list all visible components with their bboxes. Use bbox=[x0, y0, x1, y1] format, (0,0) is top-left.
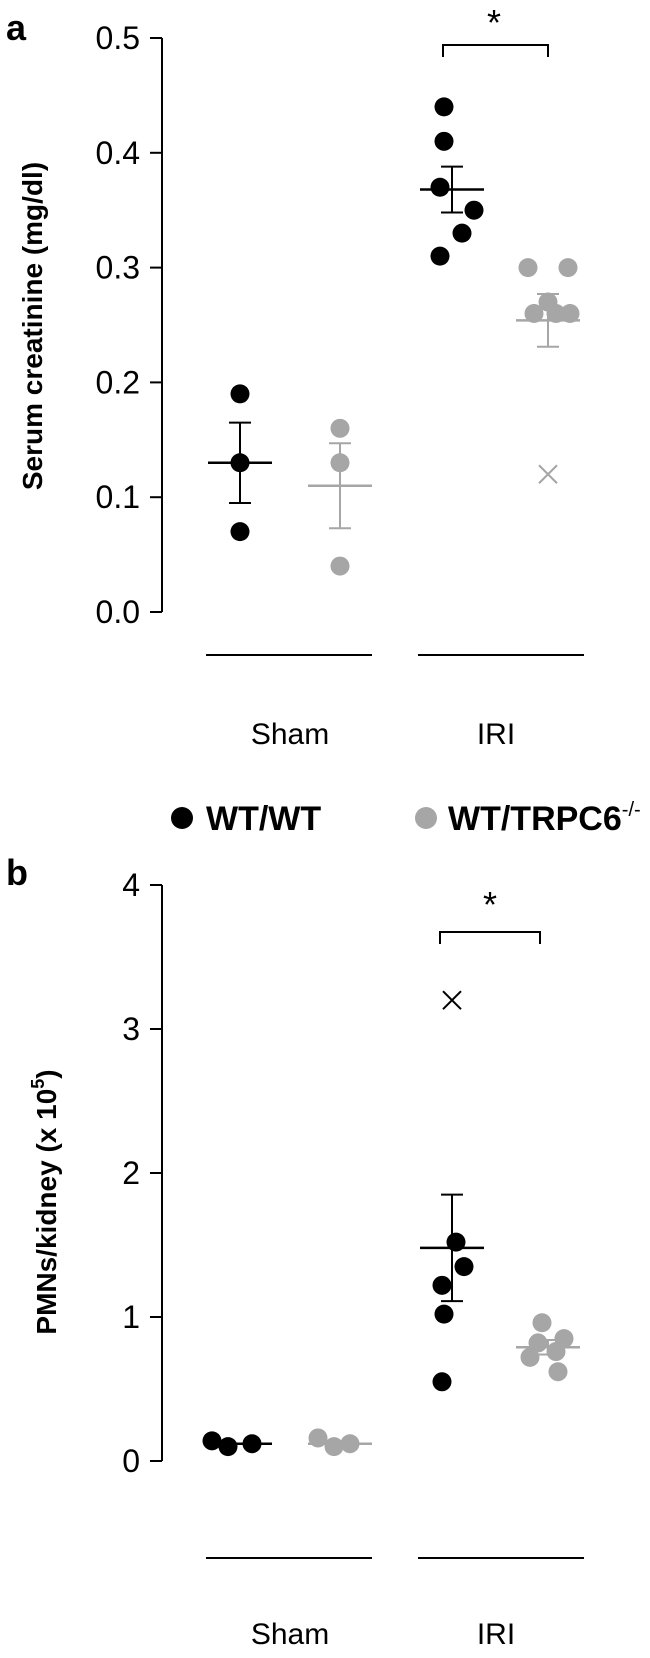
panel-a-wt-sham-point bbox=[230, 384, 250, 404]
legend-wt-label: WT/WT bbox=[206, 800, 321, 838]
panel-b-y-tick-label: 3 bbox=[122, 1011, 140, 1047]
panel-a-trpc-iri-point bbox=[546, 304, 566, 324]
panel-a-group-label-sham: Sham bbox=[251, 718, 329, 751]
panel-label-a: a bbox=[6, 7, 27, 48]
legend-wt-marker bbox=[171, 807, 193, 829]
panel-a-y-tick-label: 0.1 bbox=[96, 479, 140, 515]
panel-a-trpc-sham-point bbox=[330, 556, 350, 576]
panel-a-y-tick-label: 0.4 bbox=[96, 135, 140, 171]
panel-b-group-label-sham: Sham bbox=[251, 1618, 329, 1651]
panel-b-trpc-iri-point bbox=[546, 1342, 566, 1362]
panel-b-y-axis-label-text: PMNs/kidney (x 10 bbox=[31, 1089, 62, 1335]
panel-a-wt-iri-point bbox=[434, 131, 454, 151]
panel-b-y-tick-label: 1 bbox=[122, 1299, 140, 1335]
panel-b-wt-sham-point bbox=[202, 1431, 222, 1451]
panel-a-wt-iri-point bbox=[430, 177, 450, 197]
panel-a-plot: 0.0 0.1 0.2 0.3 0.4 0.5 bbox=[96, 20, 584, 656]
panel-b-wt-iri-point bbox=[432, 1275, 452, 1295]
panel-a-trpc-iri-point bbox=[524, 304, 544, 324]
panel-b-y-tick-label: 2 bbox=[122, 1155, 140, 1191]
panel-b-y-tick-label: 4 bbox=[122, 867, 140, 903]
panel-b-wt-sham-point bbox=[218, 1437, 238, 1457]
panel-a-significance-star: * bbox=[487, 2, 501, 43]
panel-a-y-axis-label: Serum creatinine (mg/dl) bbox=[17, 162, 48, 490]
panel-b-significance-bracket bbox=[439, 931, 541, 944]
panel-a-trpc-iri-point bbox=[558, 258, 578, 278]
panel-a-wt-iri-point bbox=[430, 246, 450, 266]
panel-a-wt-iri-point bbox=[434, 97, 454, 117]
legend-trpc-superscript: -/- bbox=[622, 799, 641, 821]
panel-a-significance-bracket bbox=[442, 44, 549, 57]
panel-a-y-tick-label: 0.0 bbox=[96, 594, 140, 630]
panel-a-wt-iri-point bbox=[452, 223, 472, 243]
panel-a-trpc-iri-point bbox=[518, 258, 538, 278]
panel-b-y-tick-label: 0 bbox=[122, 1443, 140, 1479]
panel-b-wt-iri-point bbox=[432, 1372, 452, 1392]
panel-b-trpc-sham-point bbox=[324, 1437, 344, 1457]
panel-b-plot: 0 1 2 3 4 bbox=[122, 867, 584, 1559]
panel-a-trpc-iri-point bbox=[560, 304, 580, 324]
panel-a-group-label-iri: IRI bbox=[477, 718, 515, 751]
panel-a-trpc-sham-point bbox=[330, 418, 350, 438]
panel-label-b: b bbox=[6, 852, 28, 893]
panel-a-trpc-iri-outlier-marker bbox=[538, 464, 558, 484]
panel-b-y-axis-label-superscript: 5 bbox=[28, 1079, 48, 1089]
panel-b-significance-star: * bbox=[483, 884, 497, 925]
panel-b-wt-iri-point bbox=[434, 1304, 454, 1324]
panel-b-trpc-iri-point bbox=[532, 1313, 552, 1333]
panel-b-group-label-iri: IRI bbox=[477, 1618, 515, 1651]
panel-a-wt-iri-point bbox=[464, 200, 484, 220]
panel-b-wt-iri-outlier-marker bbox=[442, 990, 462, 1010]
panel-a-y-tick-label: 0.3 bbox=[96, 250, 140, 286]
panel-b-y-axis-label-suffix: ) bbox=[31, 1069, 62, 1078]
panel-a-y-tick-label: 0.2 bbox=[96, 364, 140, 400]
panel-b-trpc-iri-point bbox=[520, 1347, 540, 1367]
legend-trpc-marker bbox=[415, 807, 437, 829]
panel-a-y-tick-label: 0.5 bbox=[96, 20, 140, 56]
legend-trpc-text: WT/TRPC6 bbox=[448, 800, 622, 838]
panel-b-trpc-iri-point bbox=[548, 1362, 568, 1382]
legend-trpc-label: WT/TRPC6-/- bbox=[448, 799, 641, 838]
panel-a-wt-sham-point bbox=[230, 522, 250, 542]
panel-b-wt-iri-point bbox=[454, 1257, 474, 1277]
panel-b-y-axis-label: PMNs/kidney (x 105) bbox=[28, 1069, 62, 1334]
